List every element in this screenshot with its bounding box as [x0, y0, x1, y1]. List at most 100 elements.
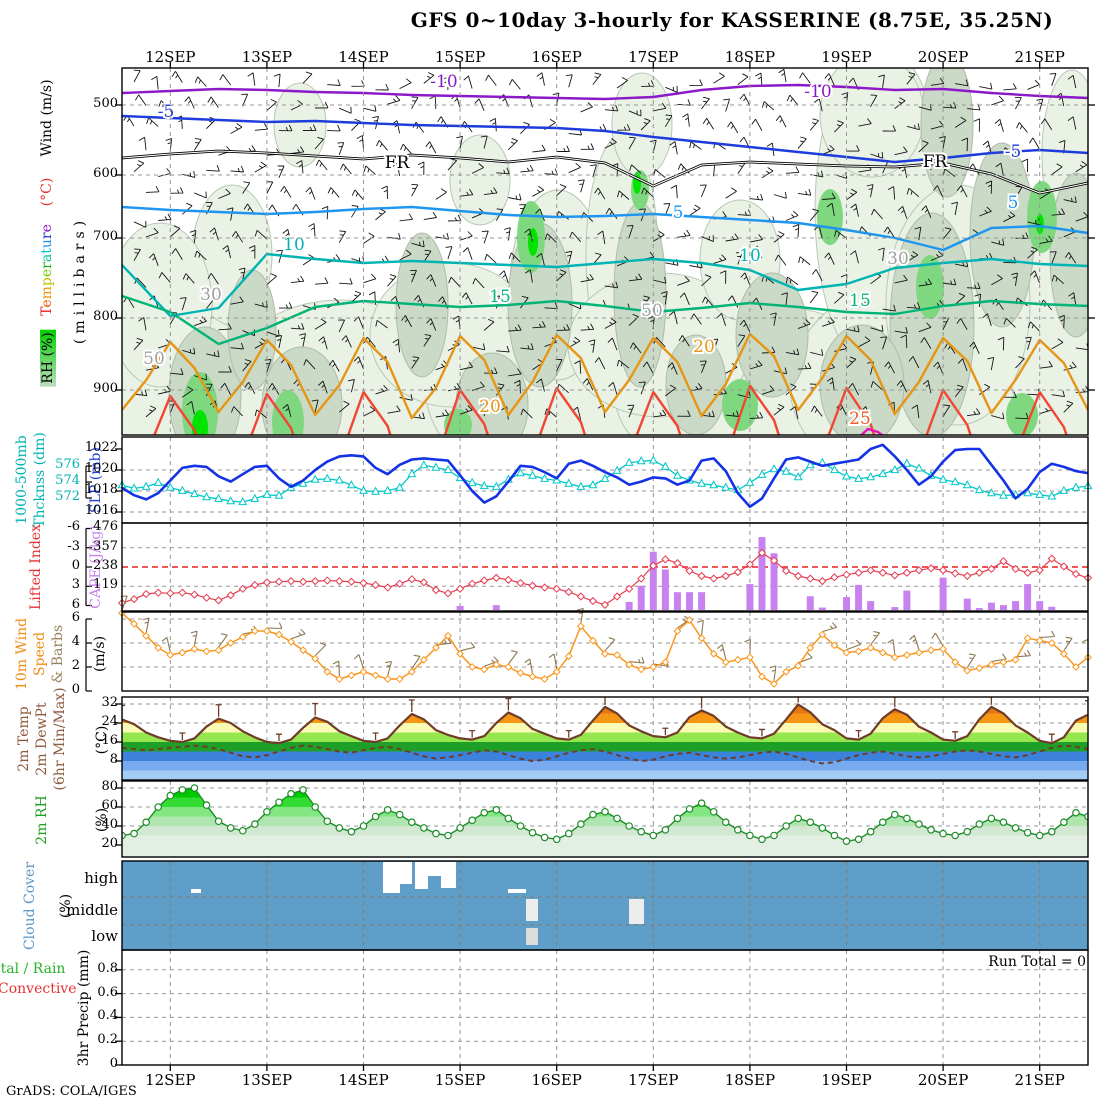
wind-barb: [190, 630, 198, 647]
wind-speed-marker: [166, 651, 175, 659]
wind-barb: [351, 290, 362, 303]
wind-barb: [351, 189, 364, 201]
cape-bar: [806, 596, 814, 610]
wind-barb: [677, 229, 691, 238]
wind-barb: [616, 359, 630, 369]
wind-barb: [194, 250, 207, 261]
temperature-letter: r: [39, 262, 55, 269]
rh-shading-blob: [889, 212, 975, 435]
wind-barb: [483, 318, 495, 331]
li-marker: [492, 573, 501, 583]
wind-barb: [314, 318, 327, 330]
wind-barb: [485, 74, 497, 86]
panel-border: [121, 522, 1089, 612]
wind-barb: [678, 335, 690, 347]
thickness-marker: [709, 480, 719, 489]
wind-barb: [351, 205, 359, 218]
wind-speed-marker: [709, 649, 718, 658]
wind-barb: [423, 72, 435, 84]
rh-marker: [927, 825, 935, 834]
li-marker: [1023, 568, 1032, 577]
wind-barb: [290, 275, 305, 284]
li-tick: 0: [71, 558, 80, 573]
thickness-marker: [999, 490, 1008, 499]
wind-barb: [1011, 272, 1018, 286]
wind-barb: [508, 324, 522, 332]
li-marker: [407, 575, 416, 584]
wind-barb: [481, 230, 489, 244]
wind-barb: [1039, 630, 1056, 639]
wind-barb: [848, 383, 859, 396]
rh-marker: [746, 831, 754, 840]
wind-barb: [441, 76, 449, 90]
rh-tick: 80: [101, 779, 118, 794]
wind-barb: [332, 660, 340, 677]
rh-marker: [226, 824, 235, 832]
wind-barb: [870, 94, 878, 107]
thickness-marker: [636, 456, 646, 465]
wind-barb: [967, 408, 981, 417]
wind-barb: [375, 84, 389, 91]
wind-speed-marker: [999, 658, 1008, 667]
cape-bar: [891, 607, 899, 610]
rh-shading-blob: [1049, 172, 1088, 338]
minmax-whisker: [215, 704, 222, 717]
wind-speed-marker: [238, 633, 247, 641]
wind-barb: [1027, 321, 1040, 332]
wind-barb: [920, 337, 932, 349]
thickness-marker: [842, 471, 851, 480]
wind-speed-marker: [927, 646, 935, 655]
wind-speed-marker: [250, 627, 259, 635]
wind-barb: [1003, 83, 1017, 91]
wind-barb: [231, 231, 243, 243]
cape-tick: 476: [93, 519, 118, 535]
rh-marker: [432, 829, 440, 838]
wind-barb: [752, 245, 763, 259]
wind-barb: [411, 654, 421, 670]
wind-barb: [735, 251, 743, 265]
thickness-marker: [1059, 485, 1069, 494]
wind-speed-marker: [758, 672, 766, 681]
rh-marker: [1011, 824, 1020, 832]
wind-barb: [218, 633, 228, 648]
wind-barb: [290, 323, 305, 330]
wind-barb: [535, 208, 545, 222]
li-marker: [552, 584, 561, 593]
contour-line: [122, 205, 1088, 252]
wind-barb: [448, 276, 461, 288]
wind-barb: [652, 276, 667, 284]
thickness-marker: [986, 488, 996, 497]
wind-barb: [628, 273, 643, 282]
li-tick: 3: [71, 577, 80, 593]
wind-barb: [456, 135, 463, 150]
cape-bar: [1048, 606, 1056, 610]
wind-barb: [341, 335, 352, 348]
wind-barb: [230, 342, 244, 350]
wind-barb: [628, 136, 636, 150]
wind-barb: [900, 334, 908, 349]
wind-speed-marker: [202, 647, 211, 656]
wind-barb: [604, 318, 617, 329]
wind-barb: [878, 74, 885, 88]
li-marker: [890, 571, 899, 580]
li-marker: [721, 571, 730, 581]
rh-marker: [468, 816, 476, 825]
date-label-top: 18SEP: [724, 48, 776, 66]
wind-barb: [182, 202, 193, 215]
rh-marker: [504, 814, 513, 823]
wind-barb: [870, 325, 884, 332]
contour-label: 10: [283, 235, 305, 255]
wind-barb: [858, 336, 871, 348]
rh-marker: [975, 820, 984, 828]
wind-barb: [809, 118, 819, 131]
wind-barb: [1051, 163, 1063, 175]
wind-barb: [447, 214, 462, 222]
wind-barb: [170, 368, 184, 375]
li-marker: [226, 591, 235, 600]
wind-speed-marker: [1011, 655, 1020, 664]
wind-barb: [338, 230, 347, 243]
rh-marker: [407, 818, 416, 827]
wind-barb: [689, 204, 701, 216]
wind-barb: [133, 221, 147, 228]
wind-barb: [399, 394, 413, 401]
